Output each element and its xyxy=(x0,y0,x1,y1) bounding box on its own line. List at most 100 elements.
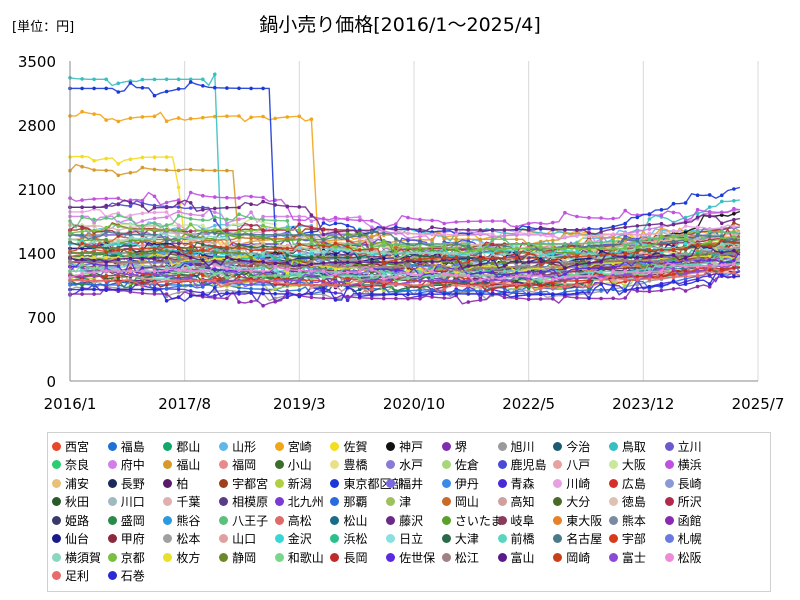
series-point xyxy=(261,232,265,237)
series-point xyxy=(635,215,640,220)
series-point xyxy=(225,279,229,283)
series-line xyxy=(70,239,741,262)
legend-label: 佐賀 xyxy=(343,439,368,454)
series-point xyxy=(176,228,181,232)
series-point xyxy=(357,264,362,269)
series-point xyxy=(273,232,278,237)
series-point xyxy=(128,263,133,268)
series-point xyxy=(297,238,302,242)
series-point xyxy=(116,260,121,264)
series-point xyxy=(611,232,615,236)
series-point xyxy=(587,280,591,284)
series-point xyxy=(478,283,483,288)
series-point xyxy=(695,230,700,234)
series-point xyxy=(599,227,603,231)
series-point xyxy=(116,228,121,233)
series-point xyxy=(333,260,338,265)
series-point xyxy=(80,262,84,267)
series-point xyxy=(490,287,495,291)
series-point xyxy=(225,236,229,241)
series-point xyxy=(164,77,169,82)
series-point xyxy=(599,259,603,264)
series-point xyxy=(249,229,253,233)
chart-title: 鍋小売り価格[2016/1～2025/4] xyxy=(259,14,541,36)
series-point xyxy=(695,273,700,278)
series-point xyxy=(526,260,531,264)
series-point xyxy=(695,233,700,237)
series-point xyxy=(261,283,265,287)
series-point xyxy=(164,200,169,205)
series-point xyxy=(683,201,688,205)
series-point xyxy=(357,248,362,252)
series-point xyxy=(454,237,459,241)
series-point xyxy=(683,279,688,284)
series-point xyxy=(164,255,169,260)
series-point xyxy=(526,228,531,232)
series-point xyxy=(152,292,157,296)
series-point xyxy=(297,214,302,219)
series-point xyxy=(237,196,241,200)
series-point xyxy=(261,114,265,119)
series-point xyxy=(201,223,205,228)
series-point xyxy=(80,229,84,234)
series-point xyxy=(538,232,543,237)
legend-label: 府中 xyxy=(120,458,145,473)
series-point xyxy=(333,238,338,242)
series-point xyxy=(249,287,253,291)
series-point xyxy=(671,253,676,257)
series-point xyxy=(176,209,181,214)
series-point xyxy=(587,226,591,231)
series-point xyxy=(357,280,362,284)
series-point xyxy=(502,264,507,268)
series-point xyxy=(225,255,229,259)
series-point xyxy=(382,243,386,248)
series-point xyxy=(321,283,326,287)
series-point xyxy=(333,245,338,249)
series-point xyxy=(551,283,555,288)
series-point xyxy=(285,257,290,261)
series-point xyxy=(213,206,217,211)
legend-label: 奈良 xyxy=(65,458,90,473)
series-point xyxy=(563,272,567,276)
series-point xyxy=(683,260,688,265)
series-point xyxy=(237,232,241,237)
series-line xyxy=(69,256,741,284)
series-point xyxy=(575,296,579,300)
series-point xyxy=(418,296,422,301)
series-point xyxy=(297,228,302,232)
series-point xyxy=(551,227,555,231)
legend-item: 大阪 xyxy=(608,456,665,475)
series-point xyxy=(188,217,193,221)
series-point xyxy=(345,255,350,260)
series-point xyxy=(394,245,398,249)
series-point xyxy=(273,247,278,251)
series-point xyxy=(563,275,567,280)
series-point xyxy=(213,168,217,173)
series-point xyxy=(333,252,338,257)
series-point xyxy=(309,219,314,223)
series-point xyxy=(370,271,374,275)
series-point xyxy=(345,294,350,299)
series-point xyxy=(297,294,302,299)
legend-label: 今治 xyxy=(566,439,591,454)
series-point xyxy=(92,292,96,296)
series-point xyxy=(551,265,555,270)
series-point xyxy=(188,247,193,252)
series-point xyxy=(176,279,181,283)
series-point xyxy=(430,260,434,264)
series-point xyxy=(92,217,96,222)
series-point xyxy=(152,276,157,280)
series-point xyxy=(659,250,664,255)
series-point xyxy=(635,229,640,234)
series-point xyxy=(104,225,108,230)
series-line xyxy=(70,231,740,260)
series-point xyxy=(152,287,157,292)
series-point xyxy=(164,205,169,210)
series-point xyxy=(225,261,229,265)
series-point xyxy=(707,210,712,214)
series-point xyxy=(587,231,591,235)
series-point xyxy=(635,286,640,291)
legend: 西宮 福島 郡山 山形 宮崎 佐賀 神戸堺旭川 今治 鳥取 立川 奈良 府中 福山 福岡 小山 豊橋 水戸 佐倉鹿… xyxy=(47,432,771,592)
series-point xyxy=(587,256,591,261)
series-point xyxy=(128,204,133,208)
